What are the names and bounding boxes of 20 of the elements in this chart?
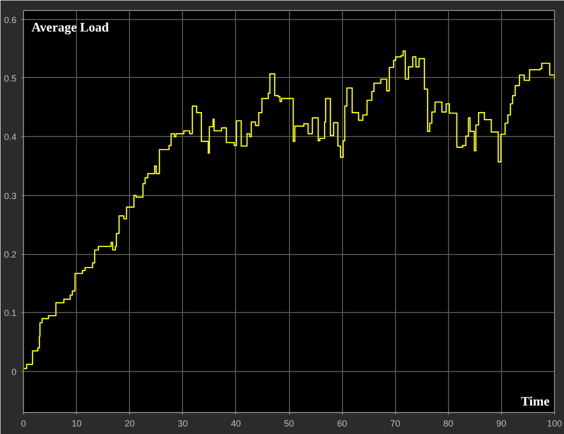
x-tick-label: 90 [496, 418, 506, 428]
y-tick-label: 0.5 [4, 73, 17, 84]
x-tick-label: 100 [546, 418, 562, 428]
x-tick-label: 40 [230, 418, 241, 428]
x-tick-label: 10 [72, 418, 82, 428]
y-tick-label: 0.1 [4, 308, 17, 318]
y-tick-label: 0.4 [4, 132, 17, 142]
text: Average Load [32, 20, 110, 34]
x-tick-label: 80 [443, 418, 454, 428]
y-tick-label: 0.3 [4, 190, 17, 201]
y-tick-label: 0 [11, 366, 17, 377]
x-tick-label: 60 [337, 418, 348, 428]
x-axis-title: Time [520, 394, 550, 408]
x-tick-label: 50 [284, 418, 294, 428]
x-tick-label: 0 [20, 418, 26, 428]
y-tick-label: 0.6 [4, 14, 17, 25]
x-tick-label: 70 [390, 418, 400, 428]
x-tick-label: 20 [124, 418, 135, 428]
x-tick-label: 30 [178, 418, 188, 428]
y-tick-label: 0.2 [4, 250, 17, 260]
